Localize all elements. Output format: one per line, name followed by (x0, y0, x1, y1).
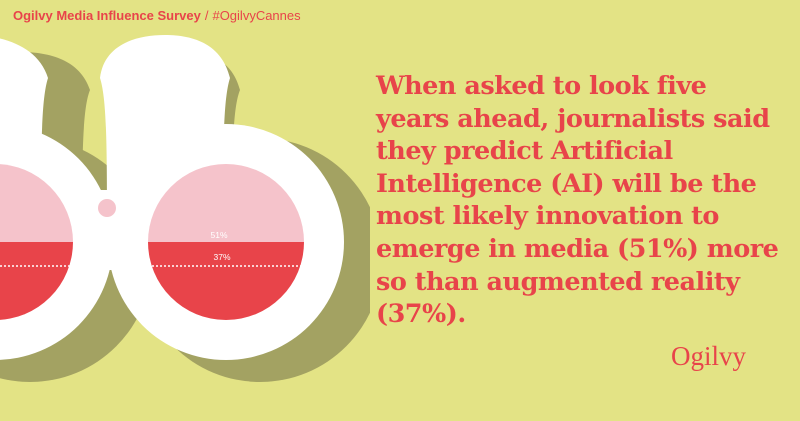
hinge-dot (98, 199, 116, 217)
header-separator: / (204, 8, 209, 23)
hashtag[interactable]: #OgilvyCannes (212, 8, 301, 23)
binoculars-illustration: 51% 37% (0, 35, 370, 382)
ai-percent-label: 51% (210, 230, 227, 240)
header: Ogilvy Media Influence Survey / #OgilvyCan… (13, 8, 301, 23)
survey-title: Ogilvy Media Influence Survey (13, 8, 201, 23)
ogilvy-logo: Ogilvy (671, 341, 747, 371)
headline: When asked to look five years ahead, jou… (376, 71, 779, 330)
ar-percent-label: 37% (213, 252, 230, 262)
